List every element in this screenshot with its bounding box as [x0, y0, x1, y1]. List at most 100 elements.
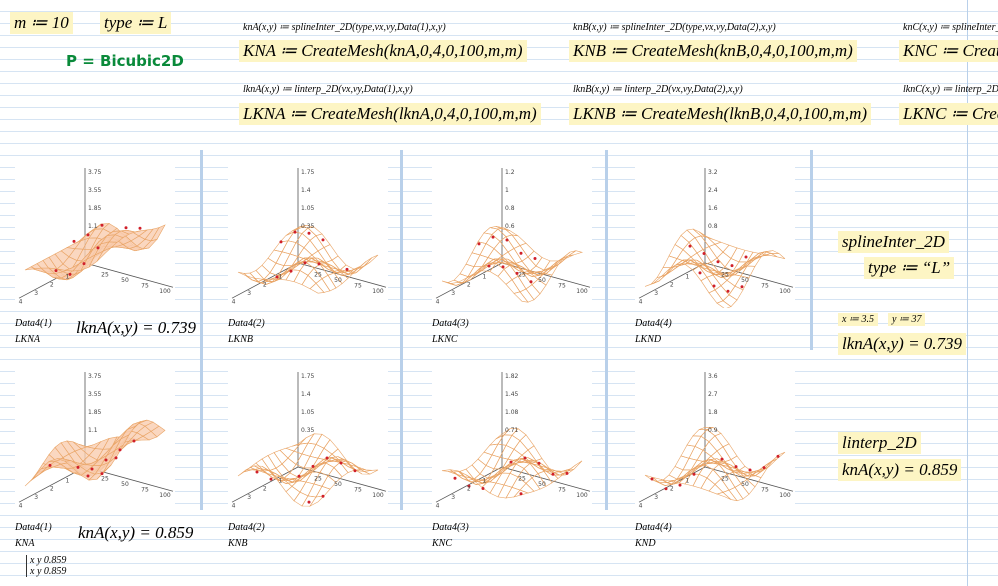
- data-point: [353, 469, 357, 473]
- y-tick-label: 1: [65, 273, 69, 280]
- x-tick-label: 50: [334, 277, 342, 284]
- plot-3d: 1.75 1.4 1.05 0.35 25 50 75 100 4 3 2 1: [228, 362, 388, 512]
- y-tick-label: 2: [50, 486, 54, 493]
- mesh-cell: [694, 435, 710, 451]
- x-tick-label: 50: [538, 481, 546, 488]
- x-tick-label: 25: [101, 272, 109, 279]
- plot-3d: 3.2 2.4 1.6 0.8 25 50 75 100 4 3 2 1: [635, 158, 795, 310]
- data-point: [726, 289, 730, 293]
- y-tick-label: 3: [654, 494, 658, 501]
- region-line: [200, 150, 203, 510]
- mesh-def[interactable]: LKNC ≔ CreateMesh(lknC,0,4,0,100,m,m): [899, 103, 998, 125]
- plot-3d: 3.6 2.7 1.8 0.9 25 50 75 100 4 3 2 1: [635, 362, 795, 512]
- eval-result: lknA(x,y) = 0.739: [76, 318, 197, 337]
- data-point: [68, 272, 72, 276]
- data-point: [505, 238, 509, 242]
- x-tick-label: 100: [372, 288, 384, 295]
- mesh-cell: [299, 481, 315, 497]
- mesh-cell: [511, 275, 527, 293]
- mesh-def[interactable]: LKNA ≔ CreateMesh(lknA,0,4,0,100,m,m): [239, 103, 541, 125]
- mesh-cell: [493, 240, 509, 257]
- data-point: [702, 251, 706, 255]
- mesh-cell: [489, 262, 505, 277]
- x-tick-label: 100: [159, 288, 171, 295]
- mesh-cell: [303, 239, 319, 256]
- mesh-cell: [708, 289, 724, 304]
- mesh-cell: [497, 434, 513, 446]
- plot-name: LKNA: [15, 334, 41, 345]
- mesh-cell: [255, 264, 271, 280]
- data-point: [275, 275, 279, 279]
- data-point: [692, 472, 696, 476]
- data-point: [533, 257, 537, 261]
- x-definition[interactable]: x ≔ 3.5: [838, 313, 878, 326]
- y-tick-label: 1: [482, 477, 486, 484]
- plot-name: KNC: [432, 538, 453, 549]
- y-definition[interactable]: y ≔ 37: [888, 313, 926, 326]
- plot-canvas: 3.75 3.55 1.85 1.1 25 50 75 100 4 3 2 1: [19, 372, 174, 509]
- mesh-cell: [708, 243, 724, 259]
- x-tick-label: 75: [141, 283, 149, 290]
- mesh-cell: [237, 469, 253, 477]
- z-tick-label: 1.82: [505, 373, 519, 380]
- x-tick-label: 50: [538, 277, 546, 284]
- data-point: [118, 448, 122, 452]
- data-point: [76, 465, 80, 469]
- data-point: [551, 472, 555, 476]
- data-point: [491, 235, 495, 239]
- m-definition[interactable]: m ≔ 10: [10, 12, 73, 34]
- p-label: P = Bicubic2D: [66, 52, 184, 70]
- z-tick-label: 0.6: [505, 223, 515, 230]
- plot-caption: Data4(2): [228, 522, 265, 533]
- y-tick-label: 3: [247, 494, 251, 501]
- data-point: [698, 271, 702, 275]
- mesh-cell: [497, 268, 513, 285]
- x-tick-label: 100: [159, 492, 171, 499]
- data-point: [114, 456, 118, 460]
- data-point: [716, 260, 720, 264]
- mesh-cell: [513, 291, 529, 303]
- data-point: [688, 244, 692, 248]
- data-point: [86, 233, 90, 237]
- mesh-def[interactable]: LKNB ≔ CreateMesh(lknB,0,4,0,100,m,m): [569, 103, 872, 125]
- z-tick-label: 1.85: [88, 205, 102, 212]
- x-tick-label: 100: [779, 492, 791, 499]
- x-tick-label: 75: [354, 487, 362, 494]
- mesh-cell: [309, 282, 325, 294]
- mesh-cell: [309, 495, 325, 507]
- mesh-cell: [489, 482, 505, 498]
- plot-caption: Data4(1): [15, 522, 52, 533]
- z-tick-label: 0.9: [708, 427, 718, 434]
- data-point: [748, 468, 752, 472]
- mesh-def[interactable]: KNA ≔ CreateMesh(knA,0,4,0,100,m,m): [239, 40, 527, 62]
- region-line: [400, 150, 403, 510]
- z-tick-label: 1.08: [505, 409, 519, 416]
- data-point: [509, 460, 513, 464]
- z-tick-label: 0.71: [505, 427, 519, 434]
- x-tick-label: 25: [101, 476, 109, 483]
- z-tick-label: 1.1: [88, 427, 98, 434]
- mesh-def[interactable]: KNB ≔ CreateMesh(knB,0,4,0,100,m,m): [569, 40, 857, 62]
- z-tick-label: 1.75: [301, 169, 315, 176]
- eval-result: knA(x,y) = 0.859: [838, 459, 962, 481]
- mesh-cell: [752, 467, 768, 479]
- y-tick-label: 1: [278, 273, 282, 280]
- x-tick-label: 50: [741, 277, 749, 284]
- z-tick-label: 1.2: [505, 169, 515, 176]
- plot-canvas: 3.75 3.55 1.85 1.1 25 50 75 100 4 3 2 1: [19, 168, 174, 305]
- type-string[interactable]: type ≔ “L”: [864, 257, 955, 279]
- y-tick-label: 3: [451, 290, 455, 297]
- y-tick-label: 3: [34, 494, 38, 501]
- plot-caption: Data4(2): [228, 318, 265, 329]
- type-definition[interactable]: type ≔ L: [100, 12, 172, 34]
- data-point: [48, 463, 52, 467]
- x-tick-label: 25: [518, 272, 526, 279]
- function-def: lknC(x,y) ≔ linterp_2D(vx,vy,Data(3),x,y…: [903, 84, 998, 95]
- z-tick-label: 0.8: [505, 205, 515, 212]
- mesh-cell: [261, 455, 277, 471]
- data-point: [477, 242, 481, 246]
- plot-3d: 1.82 1.45 1.08 0.71 25 50 75 100 4 3 2 1: [432, 362, 592, 512]
- mesh-def[interactable]: KNC ≔ CreateMesh(knC,0,4,0,100,m,m): [899, 40, 998, 62]
- mesh-cell: [561, 464, 577, 472]
- data-point: [650, 477, 654, 481]
